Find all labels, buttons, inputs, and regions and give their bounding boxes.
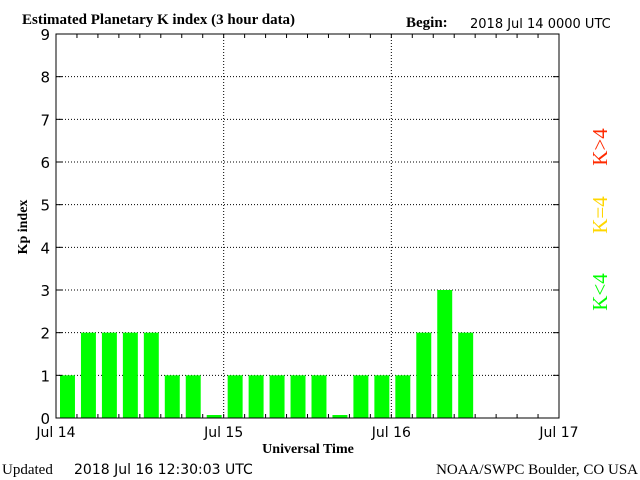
y-axis-label: Kp index — [16, 200, 31, 255]
y-tick-label: 8 — [40, 69, 50, 87]
kp-bar — [206, 415, 222, 418]
kp-bar — [311, 375, 327, 418]
y-tick-label: 9 — [40, 26, 50, 44]
y-tick-label: 3 — [40, 282, 50, 300]
kp-bar — [60, 375, 75, 418]
updated-label: Updated — [2, 462, 53, 478]
y-tick-label: 7 — [40, 111, 50, 129]
kp-bar — [458, 332, 474, 418]
legend-low: K<4 — [588, 273, 612, 311]
kp-bar — [122, 332, 138, 418]
y-tick-label: 2 — [40, 325, 50, 343]
chart-title: Estimated Planetary K index (3 hour data… — [22, 12, 295, 28]
y-tick-label: 0 — [40, 410, 50, 428]
legend: K<4 K=4 K>4 — [588, 128, 612, 311]
kp-bar — [101, 332, 117, 418]
kp-bar — [164, 375, 180, 418]
x-tick-label: Jul 17 — [538, 425, 578, 441]
source-credit: NOAA/SWPC Boulder, CO USA — [436, 462, 638, 478]
x-tick-label: Jul 16 — [371, 425, 411, 441]
kp-bar — [290, 375, 306, 418]
kp-bar — [416, 332, 432, 418]
y-tick-label: 1 — [40, 367, 50, 385]
kp-bar — [227, 375, 243, 418]
kp-bar — [395, 375, 411, 418]
begin-value: 2018 Jul 14 0000 UTC — [470, 17, 611, 32]
updated-value: 2018 Jul 16 12:30:03 UTC — [74, 462, 253, 478]
begin-label: Begin: — [406, 15, 448, 31]
kp-bar — [332, 415, 348, 418]
title-group: Estimated Planetary K index (3 hour data… — [22, 12, 611, 32]
kp-bar — [353, 375, 369, 418]
y-tick-label: 5 — [40, 197, 50, 215]
kp-bar — [437, 290, 453, 418]
kp-bar — [269, 375, 285, 418]
footer: Updated 2018 Jul 16 12:30:03 UTC NOAA/SW… — [2, 462, 638, 478]
x-axis-label: Universal Time — [262, 442, 354, 457]
kp-bar — [248, 375, 264, 418]
y-tick-label: 4 — [40, 239, 50, 257]
x-tick-label: Jul 14 — [35, 425, 75, 441]
legend-equal: K=4 — [588, 196, 612, 234]
legend-high: K>4 — [588, 128, 612, 166]
y-tick-label: 6 — [40, 154, 50, 172]
kp-bar — [80, 332, 96, 418]
kp-bar — [185, 375, 201, 418]
x-tick-label: Jul 15 — [203, 425, 243, 441]
plot-area: 0 1 2 3 4 5 6 7 8 9 Jul 14 Jul 15 Jul 16 Jul 17 — [35, 26, 578, 441]
kp-bar — [143, 332, 159, 418]
kp-bar — [374, 375, 390, 418]
